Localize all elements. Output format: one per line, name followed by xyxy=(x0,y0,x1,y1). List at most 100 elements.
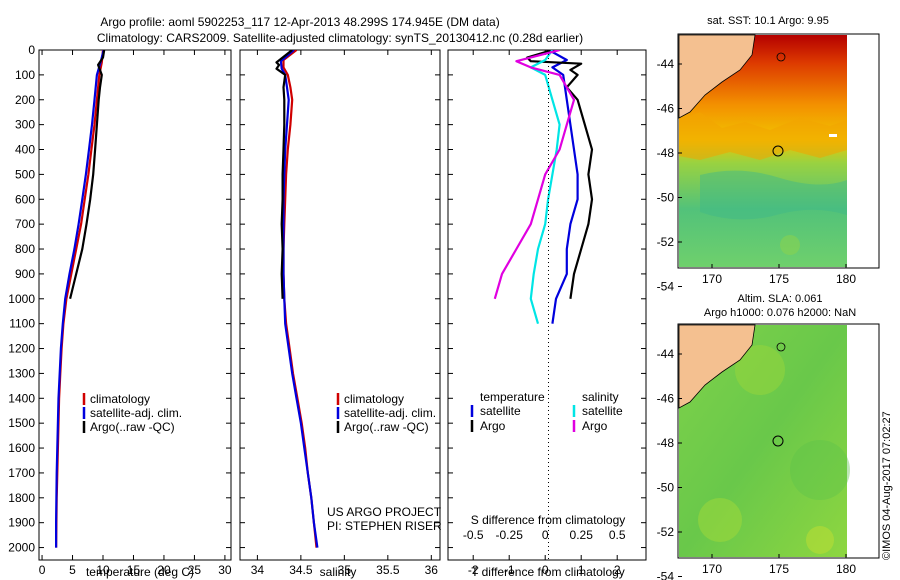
x-tick-label: 10 xyxy=(96,563,110,577)
x-tick-label: 5 xyxy=(69,563,76,577)
sst-argo-position-marker xyxy=(772,145,784,157)
y-tick-label: 800 xyxy=(15,242,35,256)
x2-tick-label: 0.5 xyxy=(609,528,626,542)
y-tick-label: 500 xyxy=(15,167,35,181)
legend-label-argo: Argo(..raw -QC) xyxy=(344,420,429,434)
x-tick-label: -2 xyxy=(468,563,479,577)
sst-island-marker xyxy=(776,52,786,62)
y-tick-label: 400 xyxy=(15,143,35,157)
series-line-t-satellite xyxy=(548,50,579,324)
x2-tick-label: -0.25 xyxy=(496,528,524,542)
x2-tick-label: -0.5 xyxy=(463,528,484,542)
y-tick-label: 1100 xyxy=(9,317,35,331)
sst-map-title: sat. SST: 10.1 Argo: 9.95 xyxy=(707,15,829,27)
legend-label-argo: Argo(..raw -QC) xyxy=(90,420,175,434)
x-tick-label: 35.5 xyxy=(376,563,400,577)
legend-title-temperature: temperature xyxy=(480,390,545,404)
difference-legend-temperature: temperature satellite Argo xyxy=(470,390,545,433)
project-annotation: US ARGO PROJECT xyxy=(327,505,442,519)
map-x-tick-label: 180 xyxy=(836,562,856,576)
y-tick-label: 1500 xyxy=(8,416,35,430)
figure-subtitle: Climatology: CARS2009. Satellite-adjuste… xyxy=(97,31,583,45)
series-line-satellite-adj-clim- xyxy=(279,50,319,548)
imos-credit: ©IMOS 04-Aug-2017 07:02:27 xyxy=(881,411,893,560)
series-line-satellite-adj-clim- xyxy=(55,50,105,548)
sla-island-marker xyxy=(776,342,786,352)
sla-argo-position-marker xyxy=(772,435,784,447)
t-difference-xlabel: T difference from climatology xyxy=(471,565,625,579)
x-tick-label: 2 xyxy=(614,563,621,577)
legend-label-t-argo: Argo xyxy=(480,419,506,433)
y-tick-label: 1900 xyxy=(8,516,35,530)
x-tick-label: 0 xyxy=(542,563,549,577)
series-line-t-argo xyxy=(526,50,594,299)
x-tick-label: 30 xyxy=(218,563,232,577)
x-tick-label: 0 xyxy=(39,563,46,577)
map-y-tick-label: -44 xyxy=(657,57,675,71)
x-tick-label: 34.5 xyxy=(289,563,313,577)
salinity-panel xyxy=(239,49,441,561)
series-line-argo-raw-qc- xyxy=(275,50,293,299)
map-x-tick-label: 175 xyxy=(769,562,789,576)
map-x-tick-label: 170 xyxy=(702,562,722,576)
sst-landmass xyxy=(678,34,756,119)
map-y-tick-label: -52 xyxy=(657,235,675,249)
y-tick-label: 1200 xyxy=(8,342,35,356)
map-y-tick-label: -44 xyxy=(657,347,675,361)
temperature-legend: climatology satellite-adj. clim. Argo(..… xyxy=(82,392,182,434)
legend-label-climatology: climatology xyxy=(344,392,404,406)
sst-missing-data xyxy=(829,134,837,137)
temperature-xlabel: temperature (deg C) xyxy=(86,565,194,579)
x-tick-label: 15 xyxy=(127,563,141,577)
legend-label-s-argo: Argo xyxy=(582,419,608,433)
difference-panel xyxy=(447,49,647,561)
x-tick-label: 1 xyxy=(578,563,585,577)
map-y-tick-label: -52 xyxy=(657,525,675,539)
y-tick-label: 900 xyxy=(15,267,35,281)
x-tick-label: -1 xyxy=(504,563,515,577)
series-line-s-argo xyxy=(493,50,576,300)
pi-annotation: PI: STEPHEN RISER xyxy=(327,519,442,533)
y-tick-label: 300 xyxy=(15,118,35,132)
map-y-tick-label: -54 xyxy=(657,570,675,580)
map-y-tick-label: -48 xyxy=(657,436,675,450)
sla-map-title-line2: Argo h1000: 0.076 h2000: NaN xyxy=(704,307,856,319)
legend-title-salinity: salinity xyxy=(582,390,619,404)
figure-title: Argo profile: aoml 5902253_117 12-Apr-20… xyxy=(100,15,499,29)
y-tick-label: 700 xyxy=(15,217,35,231)
y-tick-label: 0 xyxy=(28,43,35,57)
legend-label-satellite: satellite-adj. clim. xyxy=(90,406,182,420)
legend-label-climatology: climatology xyxy=(90,392,150,406)
map-y-tick-label: -48 xyxy=(657,146,675,160)
temperature-panel xyxy=(38,49,232,561)
map-y-tick-label: -46 xyxy=(657,392,675,406)
legend-label-t-satellite: satellite xyxy=(480,404,521,418)
s-difference-xlabel: S difference from climatology xyxy=(471,513,626,527)
sla-map-title-line1: Altim. SLA: 0.061 xyxy=(738,293,823,305)
x-tick-label: 36 xyxy=(425,563,439,577)
map-y-tick-label: -50 xyxy=(657,191,675,205)
series-line-argo-raw-qc- xyxy=(69,50,106,300)
x-tick-label: 25 xyxy=(188,563,202,577)
salinity-legend: climatology satellite-adj. clim. Argo(..… xyxy=(336,392,436,434)
y-tick-label: 1300 xyxy=(8,366,35,380)
salinity-xlabel: salinity xyxy=(320,565,357,579)
x-tick-label: 35 xyxy=(338,563,352,577)
y-tick-label: 100 xyxy=(15,68,35,82)
map-x-tick-label: 170 xyxy=(702,272,722,286)
map-y-tick-label: -46 xyxy=(657,102,675,116)
map-x-tick-label: 180 xyxy=(836,272,856,286)
y-tick-label: 600 xyxy=(15,192,35,206)
y-tick-label: 1800 xyxy=(8,491,35,505)
difference-legend-salinity: salinity satellite Argo xyxy=(572,390,623,433)
map-x-tick-label: 175 xyxy=(769,272,789,286)
x-tick-label: 20 xyxy=(157,563,171,577)
y-tick-label: 1400 xyxy=(8,391,35,405)
legend-label-satellite: satellite-adj. clim. xyxy=(344,406,436,420)
map-y-tick-label: -50 xyxy=(657,481,675,495)
y-tick-label: 1600 xyxy=(8,441,35,455)
legend-label-s-satellite: satellite xyxy=(582,404,623,418)
x2-tick-label: 0 xyxy=(542,528,549,542)
sla-landmass xyxy=(678,324,756,409)
